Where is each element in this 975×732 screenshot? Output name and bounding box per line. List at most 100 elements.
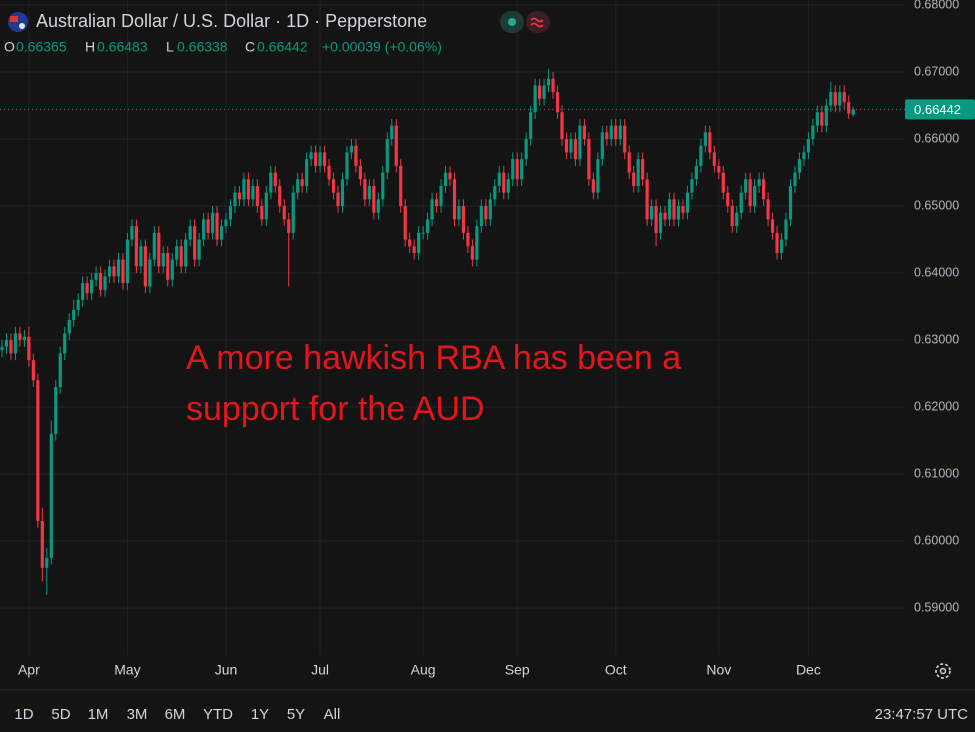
candle-body bbox=[605, 132, 609, 140]
candle-body bbox=[31, 360, 35, 381]
candle-body bbox=[287, 219, 291, 233]
candle-body bbox=[13, 333, 18, 354]
candle-body bbox=[515, 159, 519, 180]
candle-body bbox=[282, 206, 286, 220]
candle-body bbox=[81, 283, 85, 300]
toolbar: 1D 5D 1M 3M 6M YTD 1Y 5Y All bbox=[14, 706, 340, 723]
y-tick-label: 0.63000 bbox=[914, 332, 959, 346]
candle-body bbox=[663, 212, 667, 220]
timeframe-button[interactable]: 5D bbox=[51, 706, 70, 723]
candle-body bbox=[672, 199, 676, 220]
candle-body bbox=[641, 159, 645, 180]
candle-body bbox=[107, 266, 112, 277]
candle-body bbox=[632, 172, 636, 186]
candle-body bbox=[735, 212, 739, 227]
candle-body bbox=[157, 232, 161, 267]
settings-button[interactable] bbox=[935, 663, 951, 679]
candle-body bbox=[493, 185, 497, 200]
timeframe-button[interactable]: 3M bbox=[127, 706, 148, 723]
candle-body bbox=[618, 125, 622, 140]
candle-body bbox=[233, 192, 237, 207]
candle-body bbox=[331, 179, 336, 193]
candle-body bbox=[614, 125, 618, 140]
candle-body bbox=[797, 159, 802, 173]
candle-body bbox=[587, 139, 591, 180]
candle-body bbox=[829, 92, 833, 106]
y-tick-label: 0.59000 bbox=[914, 600, 959, 614]
candle-body bbox=[685, 192, 690, 213]
timeframe-button[interactable]: 1Y bbox=[251, 706, 269, 723]
candle-body bbox=[305, 159, 309, 186]
candle-body bbox=[753, 185, 757, 207]
candle-body bbox=[461, 206, 466, 233]
candle-body bbox=[206, 219, 210, 233]
candle-body bbox=[85, 283, 89, 294]
candle-body bbox=[833, 92, 837, 106]
candle-body bbox=[291, 192, 295, 233]
timeframe-button[interactable]: 1D bbox=[14, 706, 33, 723]
candle-body bbox=[520, 159, 524, 180]
candle-body bbox=[148, 259, 152, 287]
symbol-title: Australian Dollar / U.S. Dollar · 1D · P… bbox=[36, 11, 427, 31]
candle-body bbox=[45, 557, 49, 568]
timeframe-button[interactable]: 5Y bbox=[287, 706, 305, 723]
timeframe-button[interactable]: All bbox=[324, 706, 341, 723]
candle-body bbox=[327, 165, 331, 180]
candle-body bbox=[390, 125, 394, 140]
candle-body bbox=[134, 226, 138, 267]
candle-body bbox=[560, 112, 564, 140]
candle-body bbox=[9, 340, 13, 354]
candle-body bbox=[58, 353, 62, 387]
candle-body bbox=[524, 139, 528, 160]
candle-body bbox=[152, 232, 156, 260]
candle-body bbox=[744, 179, 748, 193]
candle-body bbox=[202, 219, 206, 240]
timeframe-button[interactable]: YTD bbox=[203, 706, 233, 723]
candle-body bbox=[529, 112, 533, 140]
candle-body bbox=[121, 259, 125, 284]
candle-body bbox=[322, 152, 327, 166]
candle-body bbox=[345, 152, 349, 180]
candle-body bbox=[408, 239, 412, 247]
status-icons[interactable] bbox=[500, 11, 550, 33]
candle-body bbox=[582, 125, 586, 140]
candle-body bbox=[300, 179, 304, 186]
candle-body bbox=[443, 172, 448, 186]
candle-body bbox=[112, 266, 116, 277]
candle-body bbox=[166, 252, 170, 280]
y-tick-label: 0.68000 bbox=[914, 0, 959, 11]
timeframe-button[interactable]: 6M bbox=[165, 706, 186, 723]
candle-body bbox=[497, 172, 501, 186]
x-tick-label: Nov bbox=[706, 662, 731, 678]
candle-body bbox=[788, 185, 793, 220]
candle-body bbox=[403, 206, 407, 240]
candle-body bbox=[712, 152, 716, 166]
candle-body bbox=[842, 92, 846, 103]
candle-body bbox=[116, 259, 121, 277]
candle-body bbox=[542, 85, 546, 99]
candle-body bbox=[573, 139, 578, 160]
candle-body bbox=[354, 145, 358, 166]
flag-icon bbox=[8, 12, 28, 32]
candle-body bbox=[546, 78, 551, 86]
candle-body bbox=[197, 239, 201, 260]
candle-body bbox=[551, 78, 555, 93]
candle-body bbox=[538, 85, 542, 99]
candle-body bbox=[421, 232, 425, 234]
candle-body bbox=[349, 145, 354, 153]
candle-body bbox=[399, 165, 403, 207]
x-tick-label: Dec bbox=[796, 662, 821, 678]
candle-body bbox=[591, 179, 595, 193]
timeframe-button[interactable]: 1M bbox=[88, 706, 109, 723]
candle-body bbox=[775, 232, 779, 253]
candle-body bbox=[766, 199, 770, 220]
clock: 23:47:57 UTC bbox=[875, 706, 969, 723]
ohlc-legend: O 0.66365 H 0.66483 L 0.66338 C 0.66442 +0.00039… bbox=[4, 39, 442, 55]
candle-body bbox=[179, 246, 183, 267]
candle-body bbox=[511, 159, 515, 180]
candle-body bbox=[555, 92, 560, 113]
candle-body bbox=[658, 212, 663, 233]
candle-body bbox=[847, 102, 851, 114]
y-tick-label: 0.64000 bbox=[914, 265, 959, 279]
